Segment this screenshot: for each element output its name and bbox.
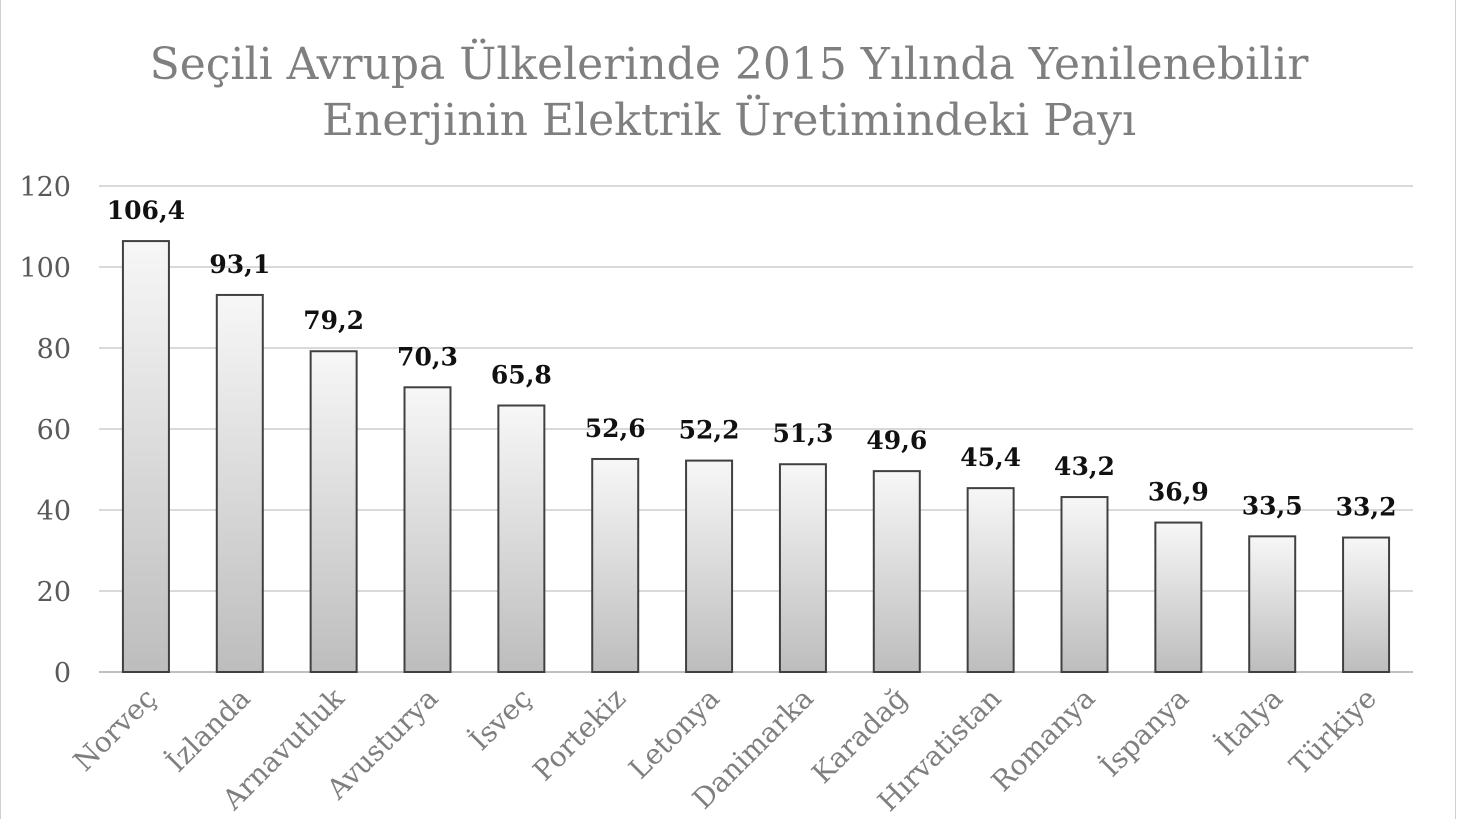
bar-2 xyxy=(309,350,358,673)
y-tick-label-40: 40 xyxy=(37,496,71,527)
chart-title-line-2: Enerjinin Elektrik Üretimindeki Payı xyxy=(322,93,1136,146)
x-tick-label-10: Romanya xyxy=(985,682,1101,798)
data-label-7: 51,3 xyxy=(772,419,833,448)
data-label-4: 65,8 xyxy=(491,361,552,390)
data-label-2: 79,2 xyxy=(303,306,364,335)
bar-1 xyxy=(215,293,264,673)
y-tick-label-100: 100 xyxy=(19,253,71,284)
data-label-8: 49,6 xyxy=(866,426,927,455)
bar-0 xyxy=(121,240,170,674)
data-label-6: 52,2 xyxy=(679,416,740,445)
x-tick-label-5: Portekiz xyxy=(526,682,632,788)
bar-7 xyxy=(778,463,827,673)
data-label-0: 106,4 xyxy=(107,196,185,225)
data-label-9: 45,4 xyxy=(960,443,1021,472)
y-tick-label-60: 60 xyxy=(37,415,71,446)
y-tick-label-120: 120 xyxy=(19,172,71,203)
data-labels: 106,4 93,1 79,2 70,3 65,8 52,6 52,2 51,3 49,6 45,… xyxy=(107,196,1397,521)
bar-9 xyxy=(966,487,1015,673)
bar-11 xyxy=(1154,521,1203,673)
chart-title-line-1: Seçili Avrupa Ülkelerinde 2015 Yılında Y… xyxy=(150,37,1310,90)
x-tick-label-13: Türkiye xyxy=(1283,682,1383,782)
data-label-13: 33,2 xyxy=(1336,493,1397,522)
x-tick-label-0: Norveç xyxy=(67,682,163,778)
data-label-12: 33,5 xyxy=(1242,491,1303,520)
data-label-5: 52,6 xyxy=(585,414,646,443)
bar-6 xyxy=(685,459,734,673)
x-tick-label-1: İzlanda xyxy=(160,682,257,779)
data-label-1: 93,1 xyxy=(209,250,270,279)
bar-12 xyxy=(1248,535,1297,674)
bar-4 xyxy=(497,404,546,673)
y-tick-label-20: 20 xyxy=(37,577,71,608)
data-label-11: 36,9 xyxy=(1148,478,1209,507)
x-tick-label-11: İspanya xyxy=(1094,682,1196,784)
bar-13 xyxy=(1342,536,1391,673)
data-label-10: 43,2 xyxy=(1054,452,1115,481)
bar-5 xyxy=(591,457,640,673)
bars xyxy=(121,240,1391,674)
y-tick-label-80: 80 xyxy=(37,334,71,365)
data-label-3: 70,3 xyxy=(397,342,458,371)
x-tick-label-4: İsveç xyxy=(463,682,538,757)
y-axis: 0 20 40 60 80 100 120 xyxy=(19,172,71,689)
y-tick-label-0: 0 xyxy=(54,658,71,689)
bar-10 xyxy=(1060,496,1109,674)
x-tick-label-12: İtalya xyxy=(1209,682,1289,762)
chart-title: Seçili Avrupa Ülkelerinde 2015 Yılında Y… xyxy=(150,37,1310,146)
gridlines xyxy=(99,185,1413,673)
bar-8 xyxy=(872,470,921,673)
bar-3 xyxy=(403,386,452,673)
